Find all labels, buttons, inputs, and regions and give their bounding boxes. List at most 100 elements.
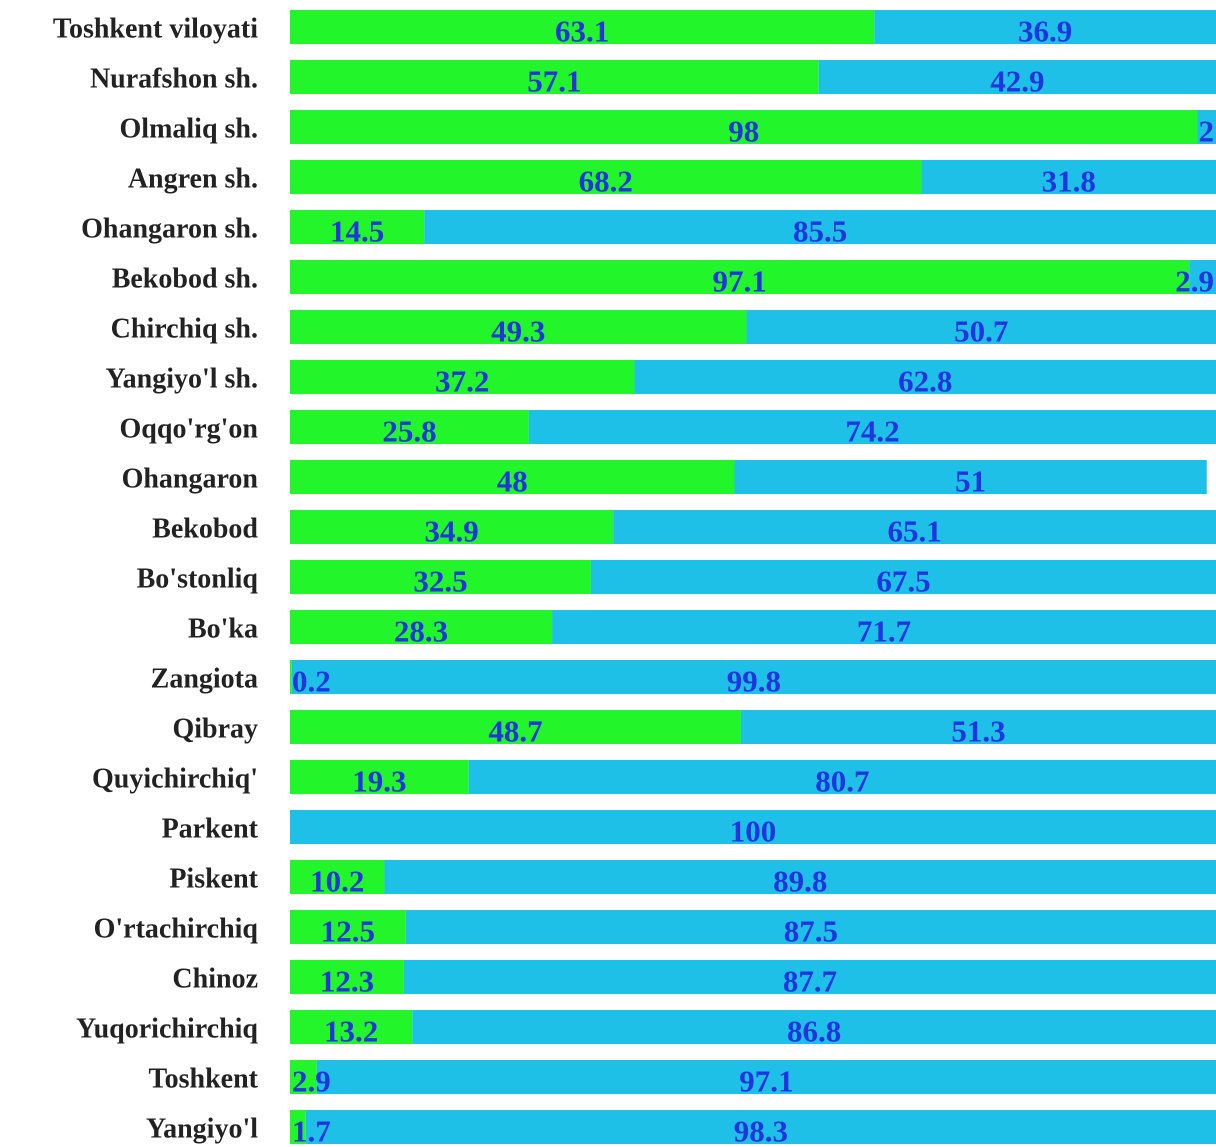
category-label: O'rtachirchiq xyxy=(94,914,259,945)
bar-segment xyxy=(290,360,635,394)
category-label: Chirchiq sh. xyxy=(111,314,258,345)
value-label: 32.5 xyxy=(413,564,467,599)
category-label: Bo'stonliq xyxy=(137,564,259,595)
category-label: Olmaliq sh. xyxy=(120,114,258,145)
value-label: 63.1 xyxy=(555,14,609,49)
value-label: 36.9 xyxy=(1018,14,1072,49)
value-label: 2 xyxy=(1199,114,1215,149)
bar-segment xyxy=(528,410,1216,444)
value-label: 85.5 xyxy=(793,214,847,249)
bar-segment xyxy=(305,1110,1216,1144)
value-label: 49.3 xyxy=(491,314,545,349)
category-label: Nurafshon sh. xyxy=(90,64,258,95)
value-label: 87.5 xyxy=(784,914,838,949)
bar-segment xyxy=(634,360,1216,394)
value-label: 62.8 xyxy=(898,364,952,399)
category-label: Bekobod xyxy=(152,514,258,545)
value-label: 74.2 xyxy=(845,414,899,449)
bar-segment xyxy=(290,1010,413,1044)
value-label: 19.3 xyxy=(352,764,406,799)
bar-segment xyxy=(590,560,1216,594)
value-label: 98.3 xyxy=(734,1114,788,1147)
value-label: 89.8 xyxy=(773,864,827,899)
value-label: 2.9 xyxy=(1175,264,1214,299)
bar-segment xyxy=(290,310,747,344)
category-label: Parkent xyxy=(162,814,259,845)
bar-segment xyxy=(468,760,1216,794)
value-label: 13.2 xyxy=(324,1014,378,1049)
value-label: 34.9 xyxy=(424,514,478,549)
value-label: 25.8 xyxy=(382,414,436,449)
bar-segment xyxy=(290,460,735,494)
bar-segment xyxy=(316,1060,1216,1094)
value-label: 48 xyxy=(497,464,528,499)
value-label: 10.2 xyxy=(310,864,364,899)
category-label: Zangiota xyxy=(151,664,258,695)
bar-segment xyxy=(552,610,1216,644)
bar-segment xyxy=(412,1010,1216,1044)
bar-segment xyxy=(290,710,741,744)
bar-segment xyxy=(290,910,406,944)
bar-segment xyxy=(403,960,1216,994)
category-label: Piskent xyxy=(169,864,258,895)
bar-segment xyxy=(291,660,1216,694)
category-label: Toshkent xyxy=(149,1064,259,1095)
value-label: 0.2 xyxy=(292,664,331,699)
value-label: 31.8 xyxy=(1042,164,1096,199)
bar-segment xyxy=(290,1060,317,1094)
bar-segment xyxy=(746,310,1216,344)
bar-segment xyxy=(1189,260,1216,294)
category-label: Yangiyo'l sh. xyxy=(106,364,259,395)
value-label: 67.5 xyxy=(876,564,930,599)
bar-segment xyxy=(290,410,529,444)
value-label: 48.7 xyxy=(488,714,542,749)
category-label: Ohangaron sh. xyxy=(81,214,258,245)
category-label: Angren sh. xyxy=(128,164,258,195)
bar-segment xyxy=(290,160,922,194)
value-label: 51.3 xyxy=(951,714,1005,749)
value-label: 51 xyxy=(955,464,986,499)
bar-segment xyxy=(290,1110,306,1144)
bar-segment xyxy=(290,760,469,794)
bar-segment xyxy=(1197,110,1216,144)
bar-segment xyxy=(384,860,1216,894)
value-label: 2.9 xyxy=(292,1064,331,1099)
value-label: 71.7 xyxy=(857,614,911,649)
bar-segment xyxy=(290,60,819,94)
category-label: Quyichirchiq' xyxy=(92,764,258,795)
value-label: 28.3 xyxy=(394,614,448,649)
bar-segment xyxy=(734,460,1207,494)
bar-segment xyxy=(921,160,1216,194)
value-label: 12.5 xyxy=(321,914,375,949)
value-label: 86.8 xyxy=(787,1014,841,1049)
value-label: 98 xyxy=(728,114,759,149)
category-label: Bo'ka xyxy=(188,614,258,645)
value-label: 37.2 xyxy=(435,364,489,399)
bar-segment xyxy=(290,810,1216,844)
value-label: 97.1 xyxy=(712,264,766,299)
value-label: 1.7 xyxy=(292,1114,331,1147)
value-label: 99.8 xyxy=(727,664,781,699)
category-label: Yuqorichirchiq xyxy=(76,1014,258,1045)
value-label: 68.2 xyxy=(579,164,633,199)
bar-segment xyxy=(818,60,1216,94)
category-label: Chinoz xyxy=(172,964,258,995)
value-label: 57.1 xyxy=(527,64,581,99)
bar-segment xyxy=(613,510,1216,544)
bar-segment xyxy=(290,110,1198,144)
bar-segment xyxy=(290,660,292,694)
bar-segment xyxy=(290,960,404,994)
category-label: Bekobod sh. xyxy=(112,264,258,295)
bar-segment xyxy=(740,710,1216,744)
bar-segment xyxy=(290,610,553,644)
bar-segment xyxy=(405,910,1216,944)
value-label: 65.1 xyxy=(887,514,941,549)
bar-segment xyxy=(290,860,385,894)
category-label: Ohangaron xyxy=(122,464,259,495)
bar-segment xyxy=(290,260,1190,294)
category-label: Toshkent viloyati xyxy=(53,14,258,45)
value-label: 80.7 xyxy=(815,764,869,799)
bar-segment xyxy=(290,560,591,594)
value-label: 97.1 xyxy=(739,1064,793,1099)
